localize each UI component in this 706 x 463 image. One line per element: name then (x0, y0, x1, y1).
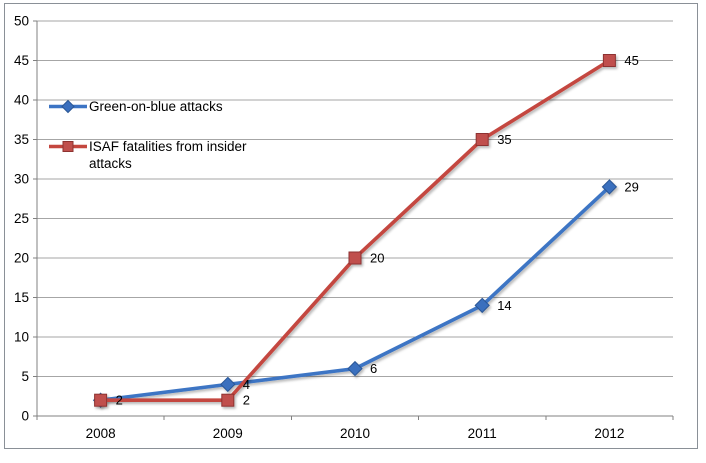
y-tick-label: 30 (14, 172, 29, 187)
data-label: 35 (497, 132, 511, 147)
x-tick-label: 2009 (213, 426, 243, 441)
data-label: 20 (370, 251, 384, 266)
x-tick-label: 2011 (468, 426, 497, 441)
data-point-marker (347, 360, 363, 377)
x-tick-label: 2012 (594, 426, 624, 441)
data-point-marker (601, 179, 618, 195)
y-tick-label: 25 (14, 211, 29, 226)
x-tick-label: 2008 (86, 426, 116, 441)
y-tick-label: 5 (21, 369, 29, 384)
y-tick-label: 20 (14, 251, 29, 266)
y-tick-label: 45 (14, 53, 29, 68)
data-point-marker (602, 54, 616, 67)
series-1 (94, 54, 616, 407)
y-tick-label: 10 (14, 330, 29, 345)
data-label: 2 (243, 393, 250, 408)
data-label: 2 (116, 393, 123, 408)
y-tick-label: 50 (14, 14, 29, 29)
data-label: 6 (370, 361, 377, 376)
data-point-marker (474, 297, 490, 314)
data-point-marker (348, 251, 362, 265)
y-tick-label: 15 (14, 290, 29, 305)
series-line (98, 58, 612, 403)
data-point-marker (220, 376, 236, 393)
series-0 (92, 179, 618, 408)
data-label: 14 (497, 298, 511, 313)
y-tick-label: 40 (14, 93, 29, 108)
data-label: 29 (624, 179, 638, 194)
data-label: 45 (624, 53, 638, 68)
data-point-marker (475, 133, 489, 146)
y-tick-label: 35 (14, 132, 29, 147)
y-tick-label: 0 (21, 409, 29, 424)
x-tick-label: 2010 (340, 426, 370, 441)
data-label: 4 (243, 377, 250, 392)
data-point-marker (94, 393, 108, 407)
data-point-marker (221, 393, 235, 407)
